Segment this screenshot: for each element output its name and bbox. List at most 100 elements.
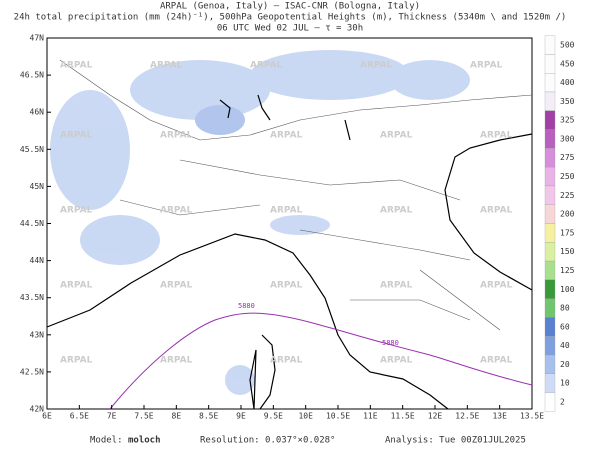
lon-label: 8.5E	[199, 412, 218, 421]
colorbar-segment	[544, 392, 556, 412]
watermark: ARPAL	[270, 206, 303, 216]
lon-label: 10.5E	[326, 412, 350, 421]
watermark: ARPAL	[480, 281, 513, 291]
precipitation	[50, 50, 470, 395]
colorbar-label: 20	[560, 360, 570, 369]
lon-label: 9.5E	[264, 412, 283, 421]
watermark: ARPAL	[60, 206, 93, 216]
watermark: ARPAL	[60, 61, 93, 71]
colorbar-label: 150	[560, 247, 575, 256]
colorbar-label: 10	[560, 379, 570, 388]
colorbar-label: 125	[560, 266, 575, 275]
colorbar-segment	[544, 373, 556, 393]
colorbar-label: 80	[560, 304, 570, 313]
colorbar-segment	[544, 354, 556, 374]
lat-label: 44N	[30, 256, 45, 265]
footer-resolution: Resolution: 0.037°×0.028°	[200, 436, 335, 446]
colorbar-label: 2	[560, 398, 565, 407]
lon-label: 9E	[236, 412, 246, 421]
colorbar-label: 60	[560, 322, 570, 331]
watermark: ARPAL	[480, 206, 513, 216]
watermark: ARPAL	[60, 131, 93, 141]
watermark: ARPAL	[160, 281, 193, 291]
watermark: ARPAL	[250, 61, 283, 71]
colorbar-label: 225	[560, 191, 575, 200]
lat-label: 43N	[30, 330, 45, 339]
lat-label: 42N	[30, 405, 45, 414]
lat-label: 46.5N	[20, 71, 44, 80]
lon-label: 11.5E	[391, 412, 415, 421]
colorbar-label: 400	[560, 78, 575, 87]
colorbar-label: 200	[560, 210, 575, 219]
colorbar-label: 275	[560, 153, 575, 162]
colorbar-label: 300	[560, 134, 575, 143]
watermark: ARPAL	[380, 131, 413, 141]
watermark: ARPAL	[480, 356, 513, 366]
colorbar-segment	[544, 204, 556, 224]
watermark: ARPAL	[380, 206, 413, 216]
colorbar-segment	[544, 279, 556, 299]
footer-model: moloch	[128, 436, 161, 446]
colorbar-segment	[544, 110, 556, 130]
lon-label: 6E	[42, 412, 52, 421]
lat-label: 46N	[30, 108, 45, 117]
watermark: ARPAL	[150, 61, 183, 71]
colorbar-label: 500	[560, 41, 575, 50]
colorbar-segment	[544, 336, 556, 356]
watermarks: ARPAL ARPAL ARPAL ARPAL ARPAL ARPAL ARPAL ARPAL…	[60, 61, 513, 366]
colorbar-label: 350	[560, 97, 575, 106]
watermark: ARPAL	[380, 281, 413, 291]
colorbar-segment	[544, 91, 556, 111]
colorbar-label: 40	[560, 341, 570, 350]
contour-label: 5880	[238, 302, 255, 310]
colorbar-label: 175	[560, 228, 575, 237]
watermark: ARPAL	[160, 206, 193, 216]
colorbar-label: 100	[560, 285, 575, 294]
footer-label: Model:	[90, 436, 123, 446]
watermark: ARPAL	[480, 131, 513, 141]
watermark: ARPAL	[470, 61, 503, 71]
colorbar-segment	[544, 260, 556, 281]
lat-label: 42.5N	[20, 367, 44, 376]
lat-label: 45N	[30, 182, 45, 191]
lon-label: 10E	[298, 412, 313, 421]
lon-label: 13.5E	[520, 412, 544, 421]
colorbar-segment	[544, 148, 556, 168]
lon-label: 11E	[363, 412, 378, 421]
lon-label: 12E	[428, 412, 443, 421]
colorbar-segment	[544, 317, 556, 337]
watermark: ARPAL	[160, 356, 193, 366]
colorbar-segment	[544, 35, 556, 55]
colorbar-segment	[544, 129, 556, 149]
watermark: ARPAL	[270, 131, 303, 141]
colorbar-segment	[544, 73, 556, 93]
watermark: ARPAL	[270, 281, 303, 291]
colorbar-segment	[544, 185, 556, 205]
colorbar-segment	[544, 54, 556, 74]
lat-label: 45.5N	[20, 145, 44, 154]
watermark: ARPAL	[60, 356, 93, 366]
lon-label: 7E	[107, 412, 117, 421]
lon-label: 13E	[492, 412, 507, 421]
header-line: 24h total precipitation (mm (24h)⁻¹), 50…	[14, 13, 567, 23]
contour-label: 5880	[382, 339, 399, 347]
colorbar-label: 325	[560, 116, 575, 125]
colorbar-segment	[544, 298, 556, 318]
colorbar-label: 250	[560, 172, 575, 181]
watermark: ARPAL	[270, 356, 303, 366]
lon-label: 7.5E	[134, 412, 153, 421]
colorbar: 500 450 400 350 325 300 275 250 225 200 175 150 125 1…	[544, 35, 575, 412]
colorbar-segment	[544, 242, 556, 262]
watermark: ARPAL	[160, 131, 193, 141]
watermark: ARPAL	[380, 356, 413, 366]
borders	[59, 59, 533, 331]
lon-label: 6.5E	[70, 412, 89, 421]
watermark: ARPAL	[360, 61, 393, 71]
lat-label: 44.5N	[20, 219, 44, 228]
header-line: ARPAL (Genoa, Italy) – ISAC-CNR (Bologna…	[160, 2, 420, 12]
lat-label: 43.5N	[20, 293, 44, 302]
height-contour	[109, 312, 533, 410]
colorbar-label: 450	[560, 59, 575, 68]
footer-analysis: Analysis: Tue 00Z01JUL2025	[385, 436, 526, 446]
